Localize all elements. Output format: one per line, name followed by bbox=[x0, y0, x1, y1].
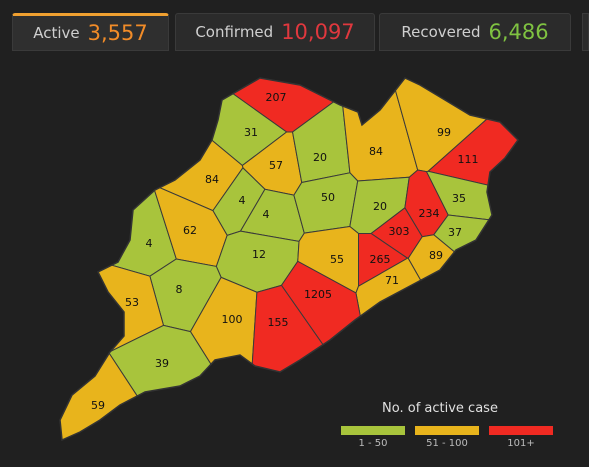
tab-label: Recovered bbox=[401, 23, 481, 41]
district-label: 8 bbox=[176, 283, 183, 296]
tab-bar: Active 3,557 Confirmed 10,097 Recovered 6,486 bbox=[0, 0, 589, 56]
district-label: 155 bbox=[268, 316, 289, 329]
tab-count: 10,097 bbox=[281, 20, 355, 44]
district-label: 20 bbox=[373, 200, 387, 213]
state-outline bbox=[59, 77, 519, 442]
tab-label: Active bbox=[33, 24, 80, 42]
district-label: 20 bbox=[313, 151, 327, 164]
district-label: 62 bbox=[183, 224, 197, 237]
tab-count: 6,486 bbox=[488, 20, 549, 44]
district-label: 4 bbox=[239, 194, 246, 207]
district-label: 59 bbox=[91, 399, 105, 412]
legend-swatch bbox=[489, 426, 553, 435]
tab-edge bbox=[582, 13, 589, 51]
legend-label: 101+ bbox=[507, 438, 534, 449]
district-label: 57 bbox=[269, 159, 283, 172]
legend-label: 51 - 100 bbox=[426, 438, 468, 449]
tab[interactable]: Recovered 6,486 bbox=[379, 13, 571, 51]
tab-label: Confirmed bbox=[195, 23, 274, 41]
district-label: 55 bbox=[330, 253, 344, 266]
district-label: 50 bbox=[321, 191, 335, 204]
tab[interactable]: Active 3,557 bbox=[12, 13, 169, 51]
district-label: 207 bbox=[266, 91, 287, 104]
legend-title: No. of active case bbox=[382, 401, 498, 416]
legend-swatch bbox=[415, 426, 479, 435]
district-label: 4 bbox=[146, 237, 153, 250]
district-label: 265 bbox=[370, 253, 391, 266]
district-label: 84 bbox=[369, 145, 383, 158]
district bbox=[355, 257, 518, 440]
district-label: 39 bbox=[155, 357, 169, 370]
district-label: 234 bbox=[419, 207, 440, 220]
district-label: 111 bbox=[458, 153, 479, 166]
district-label: 71 bbox=[385, 274, 399, 287]
district-label: 89 bbox=[429, 249, 443, 262]
district-label: 12 bbox=[252, 248, 266, 261]
district-label: 1205 bbox=[304, 288, 332, 301]
tab-count: 3,557 bbox=[87, 21, 148, 45]
district-label: 100 bbox=[222, 313, 243, 326]
district-label: 4 bbox=[263, 208, 270, 221]
district-label: 31 bbox=[244, 126, 258, 139]
district-label: 303 bbox=[389, 225, 410, 238]
district-label: 84 bbox=[205, 173, 219, 186]
legend-swatch bbox=[341, 426, 405, 435]
legend-label: 1 - 50 bbox=[358, 438, 387, 449]
tab[interactable]: Confirmed 10,097 bbox=[175, 13, 375, 51]
district-label: 99 bbox=[437, 126, 451, 139]
district-label: 53 bbox=[125, 296, 139, 309]
district-label: 35 bbox=[452, 192, 466, 205]
district-label: 37 bbox=[448, 226, 462, 239]
